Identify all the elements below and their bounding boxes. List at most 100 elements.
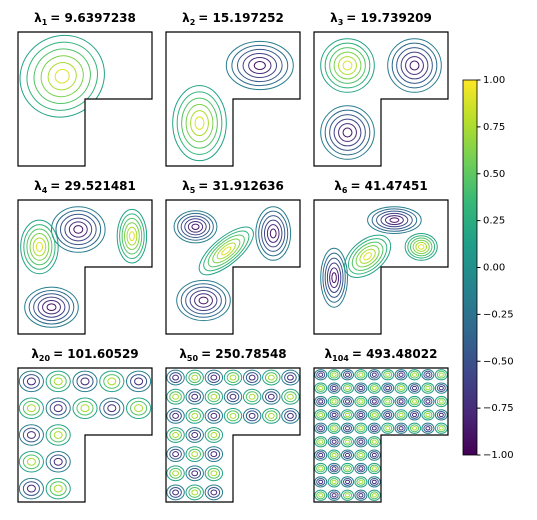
contour-line — [342, 384, 353, 393]
contour-line — [344, 399, 351, 404]
contour-line — [391, 42, 438, 89]
contour-line — [358, 493, 364, 498]
contour-line — [185, 369, 204, 386]
contour-line — [367, 436, 381, 448]
contour-plot — [320, 38, 442, 160]
contour-line — [381, 409, 395, 421]
contour-line — [255, 206, 292, 261]
contour-line — [229, 412, 237, 419]
contour-line — [287, 412, 294, 419]
domain-outline — [165, 31, 301, 167]
contour-line — [287, 393, 294, 400]
contour-line — [242, 369, 262, 386]
domain-outline — [17, 199, 153, 335]
contour-line — [354, 436, 368, 448]
contour-line — [33, 293, 70, 322]
contour-line — [207, 410, 221, 422]
contour-line — [327, 449, 341, 461]
contour-line — [331, 412, 337, 418]
contour-line — [409, 410, 420, 419]
contour-line — [267, 412, 275, 419]
contour-line — [53, 377, 63, 386]
lambda-symbol: λ — [182, 11, 190, 25]
contour-line — [76, 374, 94, 389]
contour-line — [369, 384, 379, 393]
contour-line — [284, 410, 297, 422]
contour-line — [394, 369, 408, 381]
contour-line — [204, 446, 224, 463]
contour-line — [411, 385, 418, 391]
contour-line — [281, 407, 300, 424]
contour-line — [369, 410, 379, 419]
contour-line — [331, 426, 337, 431]
contour-line — [409, 60, 420, 71]
contour-line — [23, 224, 56, 270]
contour-line — [434, 409, 448, 421]
contour-line — [333, 118, 362, 147]
contour-line — [191, 489, 199, 496]
contour-line — [189, 289, 218, 312]
contour-line — [340, 382, 355, 394]
contour-line — [248, 393, 256, 400]
contour-line — [418, 244, 425, 250]
contour-line — [188, 372, 202, 384]
contour-line — [207, 372, 221, 384]
contour-line — [242, 407, 262, 424]
contour-line — [314, 436, 328, 448]
contour-line — [344, 372, 351, 377]
contour-line — [22, 374, 40, 389]
contour-line — [169, 372, 182, 384]
contour-line — [344, 479, 351, 485]
contour-line — [42, 300, 61, 315]
contour-line — [329, 491, 339, 500]
contour-line — [436, 384, 446, 393]
contour-line — [318, 385, 324, 391]
lambda-symbol: λ — [31, 347, 39, 361]
contour-line — [203, 230, 250, 272]
contour-line — [229, 393, 237, 400]
contour-line — [26, 228, 53, 266]
panel-title: λ104 = 493.48022 — [325, 347, 438, 363]
contour-line — [166, 388, 185, 405]
contour-line — [367, 409, 381, 421]
contour-line — [176, 279, 231, 322]
contour-line — [354, 409, 368, 421]
contour-line — [415, 241, 428, 252]
contour-line — [318, 466, 324, 471]
contour-line — [210, 451, 218, 458]
lambda-value: = 493.48022 — [352, 347, 438, 361]
contour-line — [331, 372, 337, 377]
lambda-symbol: λ — [34, 179, 42, 193]
contour-line — [22, 427, 40, 443]
contour-line — [204, 369, 224, 386]
contour-line — [329, 114, 366, 151]
contour-line — [423, 424, 433, 433]
contour-line — [18, 477, 44, 500]
contour-line — [207, 467, 221, 479]
contour-line — [18, 370, 44, 393]
contour-line — [320, 247, 349, 308]
contour-line — [185, 388, 204, 405]
contour-line — [331, 466, 337, 471]
domain-outline — [313, 367, 449, 503]
contour-line — [72, 370, 98, 393]
contour-line — [314, 382, 328, 394]
contour-line — [356, 424, 366, 433]
contour-line — [318, 426, 324, 431]
contour-line — [367, 395, 381, 408]
contour-line — [434, 382, 448, 394]
contour-line — [28, 289, 75, 325]
contour-line — [212, 238, 241, 264]
contour-line — [340, 449, 355, 461]
contour-line — [99, 370, 125, 393]
contour-line — [381, 395, 395, 408]
contour-line — [327, 382, 341, 394]
contour-line — [223, 388, 243, 405]
contour-line — [398, 426, 404, 431]
colorbar-tick-label: 0.25 — [483, 216, 505, 227]
contour-line — [344, 385, 351, 391]
contour-line — [26, 431, 36, 439]
contour-line — [264, 372, 278, 384]
contour-line — [245, 391, 259, 403]
contour-line — [231, 44, 289, 87]
